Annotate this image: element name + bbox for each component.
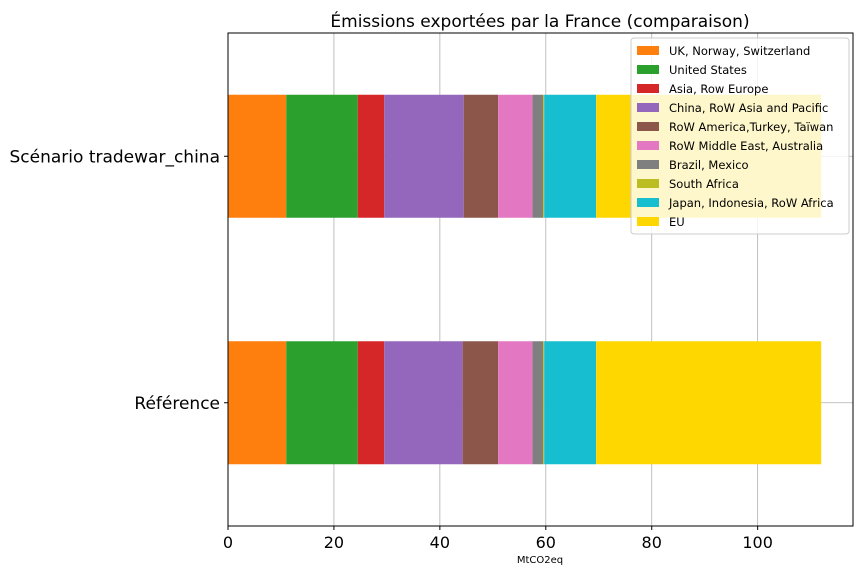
plot-frame (227, 32, 854, 527)
legend-label: Japan, Indonesia, RoW Africa (668, 196, 834, 210)
y-tick-label: Scénario tradewar_china (10, 147, 220, 167)
bar-segment (498, 341, 533, 465)
bar-segment (543, 94, 545, 218)
bar-segment (357, 94, 385, 218)
legend-label: UK, Norway, Switzerland (669, 44, 810, 58)
bar-segment (462, 341, 499, 465)
bar-segment (532, 341, 544, 465)
bar-segment (544, 94, 597, 218)
x-tick-label: 20 (324, 533, 344, 552)
chart-title: Émissions exportées par la France (compa… (330, 10, 749, 32)
legend-swatch (637, 122, 659, 131)
bar-segment (532, 94, 544, 218)
bar-segment (228, 341, 287, 465)
legend-label: RoW Middle East, Australia (669, 139, 823, 153)
x-tick-label: 0 (223, 533, 233, 552)
bar-segment (544, 341, 597, 465)
bar-segment (384, 341, 463, 465)
legend-label: Asia, Row Europe (669, 82, 768, 96)
y-axis: Scénario tradewar_china Référence (10, 147, 228, 414)
legend-label: EU (669, 215, 685, 229)
bar-segment (596, 341, 822, 465)
bar-segment (286, 341, 358, 465)
legend-swatch (637, 84, 659, 93)
legend-label: South Africa (669, 177, 739, 191)
x-axis: 0 20 40 60 80 100 (223, 526, 773, 552)
legend-swatch (637, 141, 659, 150)
legend-swatch (637, 46, 659, 55)
x-tick-label: 80 (642, 533, 662, 552)
legend: UK, Norway, Switzerland United States Asia… (630, 37, 850, 235)
legend-swatch (637, 103, 659, 112)
legend-box (630, 37, 850, 235)
legend-swatch (637, 198, 659, 207)
x-tick-label: 40 (430, 533, 450, 552)
bar-segment (357, 341, 385, 465)
legend-swatch (637, 160, 659, 169)
bar-segment (543, 341, 545, 465)
bar-segment (463, 94, 499, 218)
x-tick-label: 100 (742, 533, 773, 552)
legend-label: United States (669, 63, 747, 77)
legend-swatch (637, 65, 659, 74)
legend-label: China, RoW Asia and Pacific (669, 101, 828, 115)
legend-label: Brazil, Mexico (669, 158, 749, 172)
x-axis-label: MtCO2eq (517, 555, 563, 566)
bar-segment (286, 94, 358, 218)
bar-segment (498, 94, 533, 218)
legend-label: RoW America,Turkey, Taïwan (669, 120, 833, 134)
y-tick-label: Référence (134, 394, 220, 414)
legend-swatch (637, 179, 659, 188)
x-tick-label: 60 (536, 533, 556, 552)
bar-segment (384, 94, 464, 218)
legend-swatch (637, 217, 659, 226)
bar-segment (228, 94, 287, 218)
